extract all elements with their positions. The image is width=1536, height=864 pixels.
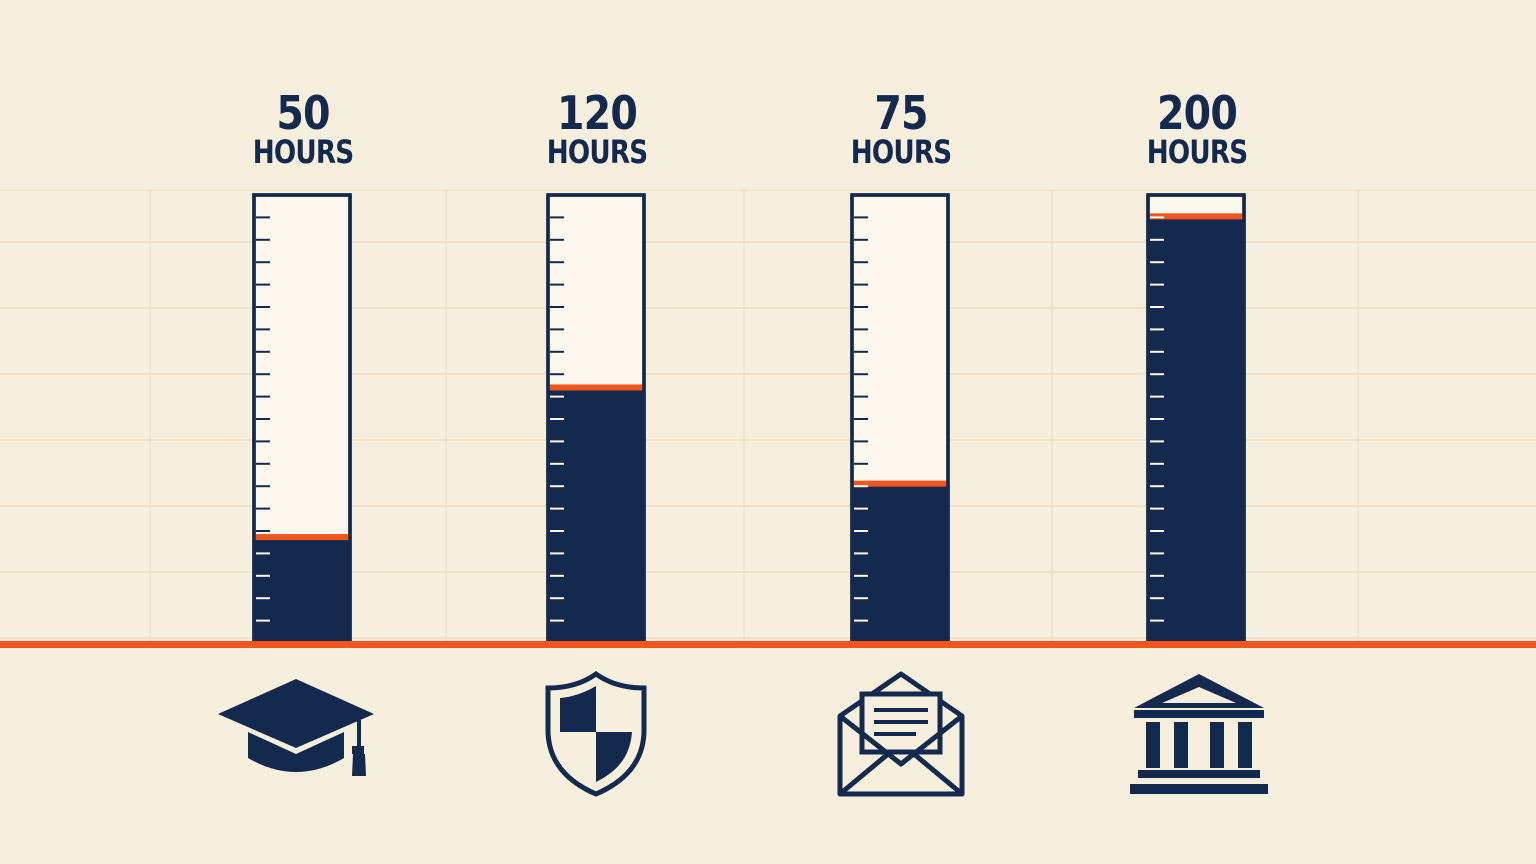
value-number: 50 <box>276 86 330 140</box>
cylinder-fill-bar <box>549 387 643 644</box>
graduation-cap-icon <box>218 679 374 776</box>
bank-building-icon <box>1130 674 1268 794</box>
value-unit: HOURS <box>850 133 952 171</box>
value-number: 120 <box>556 86 638 140</box>
level-marker <box>255 534 349 541</box>
level-marker <box>1149 213 1243 220</box>
value-unit: HOURS <box>252 133 354 171</box>
cylinder-fill-bar <box>1149 216 1243 644</box>
value-label-security: 120 HOURS <box>527 90 667 168</box>
value-label-mail: 75 HOURS <box>831 90 971 168</box>
value-number: 200 <box>1156 86 1238 140</box>
value-unit: HOURS <box>1146 133 1248 171</box>
shield-icon <box>545 670 647 797</box>
cylinder-fill-bar <box>255 537 349 644</box>
value-label-bank: 200 HOURS <box>1127 90 1267 168</box>
value-number: 75 <box>874 86 928 140</box>
baseline <box>0 641 1536 648</box>
cylinder-fill-bar <box>853 483 947 644</box>
level-marker <box>853 480 947 487</box>
level-marker <box>549 384 643 391</box>
value-unit: HOURS <box>546 133 648 171</box>
envelope-icon <box>837 671 965 797</box>
value-label-education: 50 HOURS <box>233 90 373 168</box>
